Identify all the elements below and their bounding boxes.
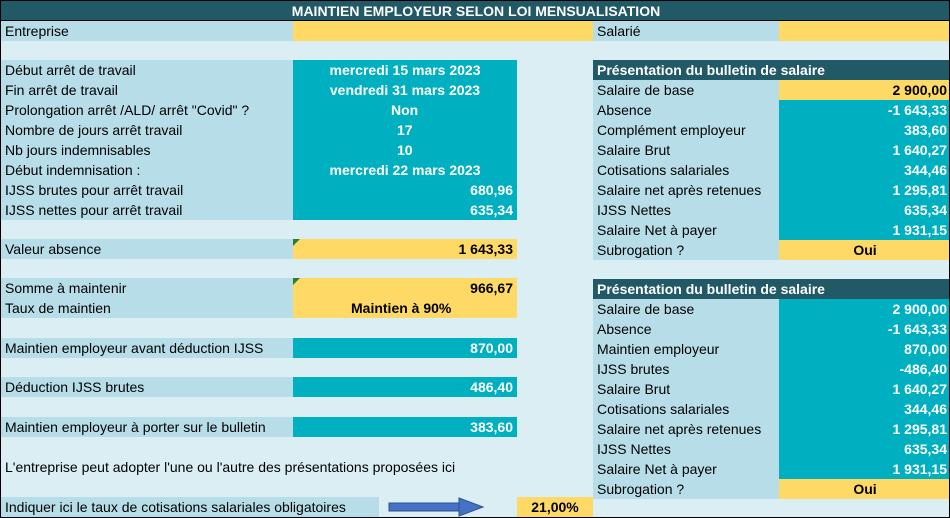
- entreprise-input[interactable]: [293, 21, 593, 41]
- debut-arret-value[interactable]: mercredi 15 mars 2023: [293, 60, 517, 80]
- b2-ijss-nettes-label: IJSS Nettes: [597, 441, 671, 457]
- bulletin1-label-column: [593, 80, 779, 260]
- b2-salaire-brut-label: Salaire Brut: [597, 381, 671, 397]
- comment-marker-icon: [293, 278, 300, 285]
- b1-salaire-brut-label: Salaire Brut: [597, 142, 671, 158]
- b1-subrogation-label: Subrogation ?: [597, 242, 685, 258]
- debut-arret-label: Début arrêt de travail: [5, 62, 136, 78]
- deduction-ijss-value[interactable]: 486,40: [293, 377, 517, 397]
- nb-jours-indemn-label: Nb jours indemnisables: [5, 142, 151, 158]
- deduction-ijss-label: Déduction IJSS brutes: [1, 377, 293, 397]
- b2-ijss-brutes-value[interactable]: -486,40: [779, 359, 949, 379]
- b1-cotisations-value[interactable]: 344,46: [779, 160, 949, 180]
- b1-complement-value[interactable]: 383,60: [779, 120, 949, 140]
- nb-jours-arret-value[interactable]: 17: [293, 120, 517, 140]
- taux-cotis-label: Indiquer ici le taux de cotisations sala…: [1, 497, 379, 517]
- b2-subrogation-label: Subrogation ?: [597, 481, 685, 497]
- sheet-title: MAINTIEN EMPLOYEUR SELON LOI MENSUALISAT…: [1, 1, 949, 21]
- left-label-column: [1, 60, 293, 220]
- ijss-nettes-value[interactable]: 635,34: [293, 200, 517, 220]
- valeur-absence-text: 1 643,33: [458, 241, 514, 257]
- bulletin2-label-column: [593, 299, 779, 499]
- b1-salaire-brut-value[interactable]: 1 640,27: [779, 140, 949, 160]
- fin-arret-value[interactable]: vendredi 31 mars 2023: [293, 80, 517, 100]
- b2-cotisations-label: Cotisations salariales: [597, 401, 730, 417]
- somme-maintenir-value[interactable]: 966,67: [293, 278, 517, 298]
- taux-maintien-label: Taux de maintien: [5, 300, 111, 316]
- debut-indemn-label: Début indemnisation :: [5, 162, 141, 178]
- prolongation-label: Prolongation arrêt /ALD/ arrêt "Covid" ?: [5, 102, 250, 118]
- b2-absence-value[interactable]: -1 643,33: [779, 319, 949, 339]
- b1-complement-label: Complément employeur: [597, 122, 746, 138]
- maintien-bulletin-label: Maintien employeur à porter sur le bulle…: [1, 417, 293, 437]
- b1-net-payer-label: Salaire Net à payer: [597, 222, 717, 238]
- somme-maintenir-text: 966,67: [470, 280, 513, 296]
- salarie-input[interactable]: [779, 21, 949, 41]
- b2-ijss-nettes-value[interactable]: 635,34: [779, 439, 949, 459]
- valeur-absence-value[interactable]: 1 643,33: [293, 239, 517, 259]
- b1-ijss-nettes-label: IJSS Nettes: [597, 202, 671, 218]
- debut-indemn-value[interactable]: mercredi 22 mars 2023: [293, 160, 517, 180]
- b2-ijss-brutes-label: IJSS brutes: [597, 361, 670, 377]
- b1-subrogation-input[interactable]: Oui: [779, 240, 949, 260]
- maintien-avant-value[interactable]: 870,00: [293, 338, 517, 358]
- b1-salaire-base-input[interactable]: 2 900,00: [779, 80, 949, 100]
- b2-maintien-value[interactable]: 870,00: [779, 339, 949, 359]
- taux-cotis-input[interactable]: 21,00%: [517, 497, 593, 517]
- b1-ijss-nettes-value[interactable]: 635,34: [779, 200, 949, 220]
- maintien-label-bg: [1, 278, 293, 318]
- b2-subrogation-input[interactable]: Oui: [779, 479, 949, 499]
- b2-salaire-base-value[interactable]: 2 900,00: [779, 299, 949, 319]
- b1-absence-label: Absence: [597, 102, 652, 118]
- b2-absence-label: Absence: [597, 321, 652, 337]
- b2-net-retenues-label: Salaire net après retenues: [597, 421, 762, 437]
- b2-salaire-brut-value[interactable]: 1 640,27: [779, 379, 949, 399]
- b2-maintien-label: Maintien employeur: [597, 341, 720, 357]
- b1-salaire-base-label: Salaire de base: [597, 82, 695, 98]
- taux-maintien-value[interactable]: Maintien à 90%: [293, 298, 517, 318]
- comment-marker-icon: [293, 239, 300, 246]
- prolongation-value[interactable]: Non: [293, 100, 517, 120]
- maintien-avant-label: Maintien employeur avant déduction IJSS: [1, 338, 293, 358]
- nb-jours-indemn-value[interactable]: 10: [293, 140, 517, 160]
- b2-net-payer-label: Salaire Net à payer: [597, 461, 717, 477]
- ijss-brutes-label: IJSS brutes pour arrêt travail: [5, 182, 184, 198]
- ijss-nettes-label: IJSS nettes pour arrêt travail: [5, 202, 183, 218]
- bulletin1-header: Présentation du bulletin de salaire: [593, 60, 949, 80]
- salarie-label: Salarié: [593, 21, 779, 41]
- maintien-bulletin-value[interactable]: 383,60: [293, 417, 517, 437]
- b1-net-payer-value[interactable]: 1 931,15: [779, 220, 949, 240]
- bulletin2-header: Présentation du bulletin de salaire: [593, 279, 949, 299]
- b1-cotisations-label: Cotisations salariales: [597, 162, 730, 178]
- entreprise-label: Entreprise: [1, 21, 293, 41]
- b1-net-retenues-value[interactable]: 1 295,81: [779, 180, 949, 200]
- ijss-brutes-value[interactable]: 680,96: [293, 180, 517, 200]
- b2-net-payer-value[interactable]: 1 931,15: [779, 459, 949, 479]
- b1-absence-value[interactable]: -1 643,33: [779, 100, 949, 120]
- fin-arret-label: Fin arrêt de travail: [5, 82, 118, 98]
- arrow-right-icon: [388, 497, 485, 517]
- somme-maintenir-label: Somme à maintenir: [5, 280, 127, 296]
- valeur-absence-label: Valeur absence: [1, 239, 293, 259]
- b1-net-retenues-label: Salaire net après retenues: [597, 182, 762, 198]
- note-text: L'entreprise peut adopter l'une ou l'aut…: [5, 459, 456, 475]
- b2-net-retenues-value[interactable]: 1 295,81: [779, 419, 949, 439]
- b2-salaire-base-label: Salaire de base: [597, 301, 695, 317]
- b2-cotisations-value[interactable]: 344,46: [779, 399, 949, 419]
- nb-jours-arret-label: Nombre de jours arrêt travail: [5, 122, 183, 138]
